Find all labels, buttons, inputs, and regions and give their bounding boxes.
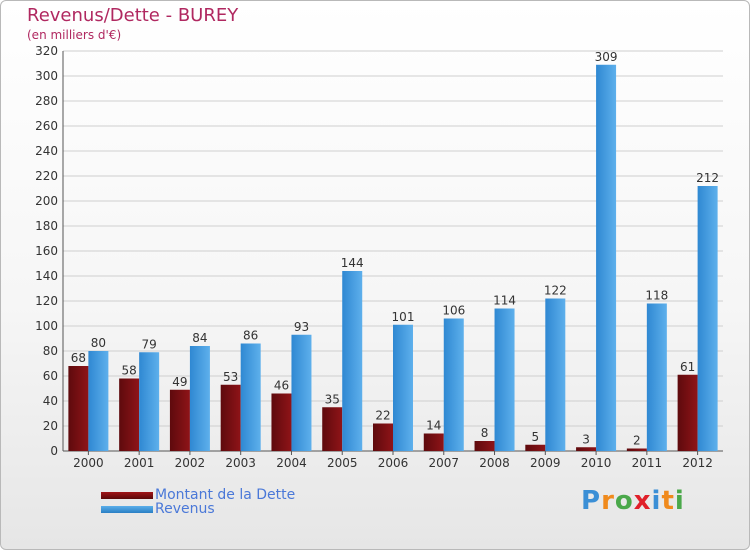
- data-label-revenus-2004: 93: [294, 320, 309, 334]
- bar-dette-2001: [119, 378, 140, 451]
- y-tick-label: 300: [35, 69, 58, 83]
- data-label-revenus-2003: 86: [243, 329, 258, 343]
- bar-revenus-2003: [240, 343, 261, 451]
- y-tick-label: 220: [35, 169, 58, 183]
- bar-dette-2004: [271, 393, 292, 451]
- data-label-dette-2012: 61: [680, 360, 695, 374]
- data-label-revenus-2005: 144: [341, 256, 364, 270]
- bar-revenus-2000: [88, 351, 109, 451]
- bar-revenus-2012: [697, 186, 718, 451]
- y-tick-label: 20: [43, 419, 58, 433]
- bar-dette-2010: [576, 447, 597, 451]
- y-tick-label: 80: [43, 344, 58, 358]
- bar-revenus-2009: [545, 298, 566, 451]
- bar-dette-2008: [474, 441, 495, 451]
- bar-revenus-2006: [393, 324, 413, 451]
- logo-letter: r: [601, 486, 615, 516]
- y-tick-label: 280: [35, 94, 58, 108]
- y-tick-label: 60: [43, 369, 58, 383]
- bar-dette-2003: [220, 384, 241, 451]
- legend-swatch-dette: [101, 492, 153, 499]
- data-label-dette-2010: 3: [582, 432, 590, 446]
- proxiti-logo: Proxiti: [581, 486, 685, 516]
- data-label-dette-2002: 49: [172, 375, 187, 389]
- logo-letter: i: [674, 486, 685, 516]
- data-label-revenus-2010: 309: [595, 50, 618, 64]
- x-tick-label: 2002: [175, 456, 206, 470]
- logo-letter: i: [651, 486, 662, 516]
- bar-dette-2012: [677, 374, 698, 451]
- bar-dette-2009: [525, 444, 546, 451]
- bar-dette-2006: [373, 423, 393, 451]
- y-tick-label: 200: [35, 194, 58, 208]
- data-label-dette-2004: 46: [274, 379, 289, 393]
- bar-revenus-2008: [494, 308, 515, 451]
- logo-letter: P: [581, 486, 602, 516]
- y-tick-label: 260: [35, 119, 58, 133]
- y-tick-label: 320: [35, 44, 58, 58]
- y-tick-label: 40: [43, 394, 58, 408]
- y-tick-label: 140: [35, 269, 58, 283]
- x-tick-label: 2003: [225, 456, 256, 470]
- chart-subtitle: (en milliers d'€): [27, 28, 122, 42]
- bar-dette-2007: [423, 433, 444, 451]
- data-label-revenus-2009: 122: [544, 284, 567, 298]
- y-tick-label: 100: [35, 319, 58, 333]
- x-tick-label: 2010: [581, 456, 612, 470]
- x-tick-label: 2006: [378, 456, 409, 470]
- bar-revenus-2005: [342, 271, 363, 451]
- x-tick-label: 2009: [530, 456, 561, 470]
- x-tick-label: 2007: [428, 456, 459, 470]
- data-label-revenus-2011: 118: [645, 289, 668, 303]
- bar-revenus-2001: [139, 352, 160, 451]
- data-label-revenus-2012: 212: [696, 171, 719, 185]
- legend-label-dette: Montant de la Dette: [155, 487, 296, 503]
- data-label-revenus-2007: 106: [442, 304, 465, 318]
- y-tick-label: 240: [35, 144, 58, 158]
- y-tick-label: 160: [35, 244, 58, 258]
- x-tick-label: 2000: [73, 456, 104, 470]
- data-label-dette-2001: 58: [122, 364, 137, 378]
- data-label-dette-2005: 35: [325, 392, 340, 406]
- legend-label-revenus: Revenus: [155, 501, 215, 517]
- y-tick-label: 120: [35, 294, 58, 308]
- y-tick-label: 0: [50, 444, 58, 458]
- bar-revenus-2002: [189, 346, 210, 451]
- y-tick-label: 180: [35, 219, 58, 233]
- x-tick-label: 2008: [479, 456, 510, 470]
- x-tick-label: 2011: [632, 456, 663, 470]
- data-label-revenus-2006: 101: [392, 310, 415, 324]
- data-label-revenus-2002: 84: [192, 331, 207, 345]
- data-label-revenus-2008: 114: [493, 294, 516, 308]
- bar-dette-2002: [169, 389, 190, 451]
- x-tick-label: 2001: [124, 456, 155, 470]
- bar-revenus-2004: [291, 334, 312, 451]
- data-label-dette-2000: 68: [71, 351, 86, 365]
- data-label-dette-2003: 53: [223, 370, 238, 384]
- x-tick-label: 2005: [327, 456, 358, 470]
- data-label-dette-2011: 2: [633, 434, 641, 448]
- data-label-revenus-2000: 80: [91, 336, 106, 350]
- logo-letter: t: [661, 486, 675, 516]
- data-label-dette-2009: 5: [531, 430, 539, 444]
- data-label-dette-2007: 14: [426, 419, 441, 433]
- logo-letter: o: [614, 486, 634, 516]
- x-tick-label: 2004: [276, 456, 307, 470]
- data-label-dette-2008: 8: [481, 426, 489, 440]
- x-tick-label: 2012: [682, 456, 713, 470]
- bar-revenus-2010: [596, 64, 617, 451]
- bar-dette-2011: [626, 448, 647, 451]
- bar-dette-2000: [68, 366, 89, 451]
- bar-revenus-2011: [646, 303, 667, 451]
- logo-letter: x: [633, 486, 652, 516]
- bar-dette-2005: [322, 407, 343, 451]
- chart-title: Revenus/Dette - BUREY: [27, 5, 239, 26]
- data-label-revenus-2001: 79: [142, 337, 157, 351]
- bar-revenus-2007: [443, 318, 464, 451]
- legend-swatch-revenus: [101, 506, 153, 513]
- data-label-dette-2006: 22: [375, 409, 390, 423]
